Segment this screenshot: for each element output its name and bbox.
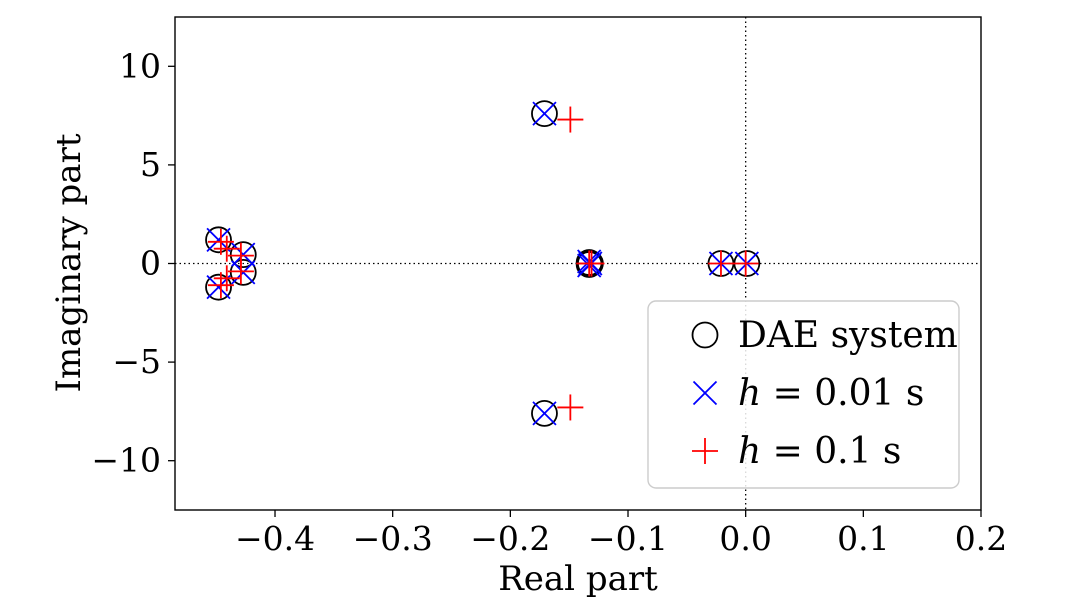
- y-tick-label: 5: [140, 145, 161, 184]
- legend-marker-plus: [692, 438, 718, 464]
- plus-point-2-5: [732, 250, 759, 277]
- legend-label: h = 0.1 s: [738, 431, 901, 472]
- legend-marker-circle: [691, 321, 719, 349]
- axis-ticks: −0.4 −0.3 −0.2 −0.1 0.0 0.1 0.2 −10 −5 0 5 10: [91, 46, 1007, 558]
- x-point-1-9: [231, 242, 256, 267]
- y-tick-label: −5: [112, 342, 161, 381]
- y-tick-label: 0: [140, 244, 161, 283]
- y-axis-label: Imaginary part: [49, 133, 89, 392]
- legend-label: DAE system: [738, 315, 958, 356]
- x-tick-label: −0.3: [353, 519, 433, 558]
- data-markers: [205, 100, 761, 427]
- circle-point-0-10: [229, 258, 257, 286]
- legend-box: [647, 300, 960, 489]
- plus-point-2-1: [557, 394, 584, 421]
- circle-point-0-1: [531, 399, 558, 427]
- circle-point-0-7: [205, 226, 232, 254]
- plus-point-2-9: [213, 265, 240, 292]
- y-tick-label: 10: [119, 46, 161, 85]
- plus-point-2-6: [207, 228, 234, 255]
- x-axis-label: Real part: [498, 559, 658, 599]
- legend-label: h = 0.01 s: [738, 373, 924, 414]
- plus-point-2-7: [207, 272, 234, 299]
- plus-point-2-3: [578, 250, 605, 277]
- plus-point-2-4: [707, 250, 734, 277]
- legend-marker-x: [692, 380, 718, 406]
- x-point-1-1: [532, 401, 557, 426]
- circle-point-0-9: [229, 241, 257, 269]
- y-tick-label: −10: [91, 441, 161, 480]
- x-tick-label: 0.2: [955, 519, 1007, 558]
- circle-point-0-0: [531, 100, 558, 128]
- plus-point-2-11: [227, 258, 254, 285]
- x-tick-label: 0.1: [837, 519, 889, 558]
- plus-point-2-0: [557, 106, 584, 133]
- circle-point-0-8: [205, 273, 232, 301]
- x-point-1-10: [231, 260, 256, 285]
- x-tick-label: 0.0: [719, 519, 771, 558]
- x-tick-label: −0.4: [235, 519, 315, 558]
- plus-point-2-8: [213, 235, 240, 262]
- x-tick-label: −0.2: [470, 519, 550, 558]
- x-point-1-0: [532, 101, 557, 126]
- plot-frame: [174, 16, 982, 511]
- legend: DAE system h = 0.01 s h = 0.1 s: [647, 300, 960, 489]
- x-tick-label: −0.1: [588, 519, 668, 558]
